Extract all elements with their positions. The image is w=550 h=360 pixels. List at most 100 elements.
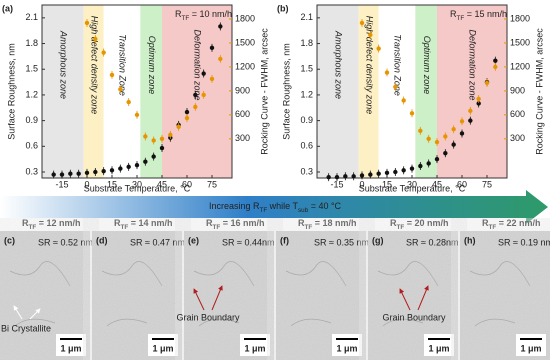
text-part: = 16 nm/h	[220, 218, 264, 228]
annotation-arrow	[399, 288, 411, 311]
subscript: TF	[121, 224, 129, 231]
panel-label: (a)	[2, 3, 13, 13]
point	[384, 170, 390, 176]
x-tick-label: 15	[107, 179, 117, 189]
point	[434, 156, 440, 162]
point	[201, 92, 206, 98]
point	[368, 32, 373, 38]
x-tick-label: 0	[359, 179, 364, 189]
y-tick-label: 0.3	[300, 166, 313, 176]
point	[326, 174, 331, 180]
text-part: R	[450, 9, 457, 19]
point	[484, 80, 490, 86]
scale-label: 1 μm	[60, 343, 81, 353]
text-part: = 10 nm/h	[189, 9, 232, 19]
panel-letter: (h)	[464, 235, 476, 245]
point	[209, 76, 215, 82]
y2-tick-label: 1500	[510, 37, 530, 47]
point	[109, 72, 115, 78]
panel-rate: RTF = 22 nm/h	[482, 218, 540, 231]
zone	[378, 5, 416, 178]
sem-feature	[9, 261, 71, 327]
point	[393, 169, 398, 175]
sr-label: SR ≈ 0.47 nm	[130, 237, 185, 247]
y-tick-label: 0.6	[300, 141, 313, 151]
text-part: = 40 °C	[308, 201, 341, 211]
point	[468, 108, 473, 114]
point	[168, 132, 173, 138]
point	[493, 58, 498, 63]
y-tick-label: 1.2	[300, 89, 313, 99]
y2-tick-label: 1500	[235, 37, 255, 47]
x-axis-label: Substrate Temperature, °C	[359, 183, 466, 193]
panel-rate: RTF = 12 nm/h	[22, 218, 80, 231]
point	[393, 84, 398, 90]
y2-tick-label: 300	[235, 133, 250, 143]
y-tick-label: 0.6	[25, 141, 38, 151]
banner-text: Increasing RTF while Tsub = 40 °C	[209, 201, 342, 214]
point	[101, 50, 106, 55]
text-part: = 22 nm/h	[496, 218, 540, 228]
point	[193, 92, 198, 98]
subscript: TF	[397, 224, 405, 231]
zone-label: Amorphous zone	[333, 30, 343, 99]
y-tick-label: 1.8	[300, 38, 313, 48]
point	[343, 174, 348, 179]
point	[151, 138, 156, 143]
y2-tick-label: 300	[510, 133, 525, 143]
text-part: R	[206, 218, 213, 228]
point	[384, 70, 390, 75]
annotation: Bi Crystallite	[1, 323, 51, 333]
text-part: = 14 nm/h	[128, 218, 172, 228]
point	[493, 64, 498, 70]
point	[209, 45, 215, 51]
point	[118, 87, 123, 92]
zone	[317, 5, 359, 178]
point	[368, 172, 373, 177]
text-part: while T	[267, 201, 298, 211]
rate-box	[447, 7, 504, 21]
panel-rate: RTF = 14 nm/h	[114, 218, 172, 231]
sem-feature	[469, 261, 531, 327]
y2-tick-label: 600	[235, 109, 250, 119]
y-tick-label: 1.5	[25, 64, 38, 74]
point	[68, 171, 73, 176]
point	[93, 169, 98, 175]
x-tick-label: 0	[84, 179, 89, 189]
point	[126, 99, 131, 105]
sr-label: SR ≈ 0.35 nm	[314, 237, 369, 247]
point	[459, 131, 465, 136]
point	[109, 168, 115, 173]
point	[159, 136, 165, 142]
scale-label: 1 μm	[520, 343, 541, 353]
x-tick-label: 45	[432, 179, 442, 189]
point	[451, 142, 456, 147]
zone-label: High defect density zone	[364, 16, 374, 115]
point	[359, 173, 365, 178]
y-tick-label: 1.5	[300, 64, 313, 74]
rate-box	[172, 7, 229, 21]
zone-label: Transition Zone	[393, 34, 403, 96]
y2-tick-label: 1800	[235, 13, 255, 23]
point	[218, 56, 223, 62]
sr-label: SR ≈ 0.44nm	[222, 237, 274, 247]
point	[426, 161, 431, 166]
point	[359, 20, 365, 26]
x-tick-label: 75	[207, 179, 217, 189]
panel-rate: RTF = 18 nm/h	[298, 218, 356, 231]
text-part: = 20 nm/h	[404, 218, 448, 228]
point	[201, 71, 206, 76]
y2-axis-label: Rocking Curve - FWHM, arcsec	[534, 28, 544, 155]
annotation: Grain Boundary	[176, 312, 240, 322]
point	[143, 159, 148, 164]
x-tick-label: 75	[482, 179, 492, 189]
panel-letter: (f)	[280, 235, 289, 245]
y-tick-label: 0.9	[300, 115, 313, 125]
point	[468, 118, 473, 123]
x-tick-label: -15	[55, 179, 68, 189]
point	[76, 171, 81, 176]
text-part: R	[298, 218, 305, 228]
text-part: = 12 nm/h	[36, 218, 80, 228]
